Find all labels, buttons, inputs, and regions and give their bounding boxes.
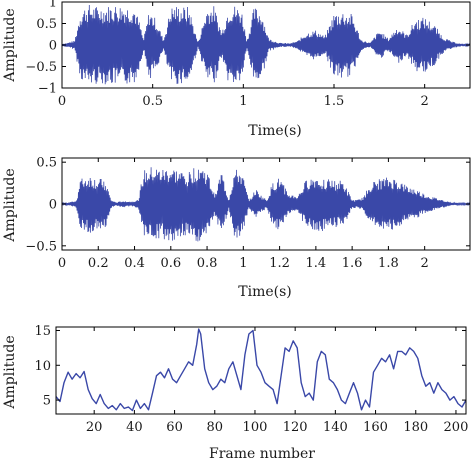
panel-2-xlabel: Time(s) — [238, 284, 291, 300]
x-tick-label: 0 — [58, 256, 66, 271]
waveform-line — [62, 167, 470, 242]
panel-1-ylabel: Amplitude — [2, 8, 18, 82]
panel-1-ticks: 0 0.5 1 1.5 2 1 0.5 0 −0.5 −1 — [25, 0, 470, 109]
y-tick-label: 0.5 — [36, 17, 57, 32]
x-tick-label: 0 — [58, 94, 66, 109]
y-tick-label: −0.5 — [25, 60, 57, 75]
panel-3-ticks: 20 40 60 80 100 120 140 160 180 200 15 10 5 — [34, 324, 468, 435]
x-tick-label: 1.6 — [342, 256, 363, 271]
panel-3-plot — [55, 328, 467, 412]
x-tick-label: 120 — [283, 420, 308, 435]
y-tick-label: −0.5 — [25, 239, 57, 254]
panel-2-ylabel: Amplitude — [2, 168, 18, 242]
x-tick-label: 200 — [444, 420, 469, 435]
x-tick-label: 1.4 — [306, 256, 327, 271]
x-tick-label: 0.4 — [124, 256, 145, 271]
x-tick-label: 80 — [207, 420, 224, 435]
y-tick-label: 0.5 — [36, 156, 57, 171]
x-tick-label: 2 — [421, 256, 429, 271]
y-tick-label: 10 — [34, 359, 51, 374]
panel-2-plot — [62, 167, 470, 242]
panel-1-plot — [62, 4, 470, 85]
x-tick-label: 20 — [86, 420, 103, 435]
x-tick-label: 1.2 — [269, 256, 290, 271]
panel-1-xlabel: Time(s) — [248, 123, 301, 139]
y-tick-label: 5 — [43, 394, 51, 409]
y-tick-label: 0 — [49, 39, 57, 54]
panel-3: 20 40 60 80 100 120 140 160 180 200 15 10 5 Frame nu… — [2, 324, 468, 462]
y-tick-label: 1 — [49, 0, 57, 11]
panel-2: 0 0.2 0.4 0.6 0.8 1 1.2 1.4 1.6 1.8 20.50−0.5 Time… — [2, 156, 471, 300]
waveform-series — [62, 4, 470, 85]
x-tick-label: 1 — [239, 256, 247, 271]
x-tick-label: 140 — [323, 420, 348, 435]
panel-2-ticks: 0 0.2 0.4 0.6 0.8 1 1.2 1.4 1.6 1.8 20.50−0.5 — [25, 156, 470, 271]
x-tick-label: 100 — [243, 420, 268, 435]
waveform-line — [62, 4, 470, 85]
x-tick-label: 0.6 — [160, 256, 181, 271]
x-tick-label: 0.8 — [197, 256, 218, 271]
amplitude-series-line — [55, 328, 467, 412]
x-tick-label: 1.5 — [324, 94, 345, 109]
x-tick-label: 1 — [239, 94, 247, 109]
y-tick-label: −1 — [38, 82, 57, 97]
y-tick-label: 15 — [34, 324, 51, 339]
y-tick-label: 0 — [49, 198, 57, 213]
panel-3-ylabel: Amplitude — [2, 335, 18, 409]
x-tick-label: 160 — [363, 420, 388, 435]
x-tick-label: 180 — [403, 420, 428, 435]
waveform-series — [62, 167, 470, 242]
x-tick-label: 60 — [166, 420, 183, 435]
x-tick-label: 0.5 — [142, 94, 163, 109]
x-tick-label: 40 — [126, 420, 143, 435]
panel-1: 0 0.5 1 1.5 2 1 0.5 0 −0.5 −1 Time(s) Amplitude — [2, 0, 471, 139]
panel-3-frame — [55, 326, 467, 415]
x-tick-label: 1.8 — [378, 256, 399, 271]
panel-3-xlabel: Frame number — [209, 446, 315, 462]
x-tick-label: 0.2 — [88, 256, 109, 271]
x-tick-label: 2 — [421, 94, 429, 109]
